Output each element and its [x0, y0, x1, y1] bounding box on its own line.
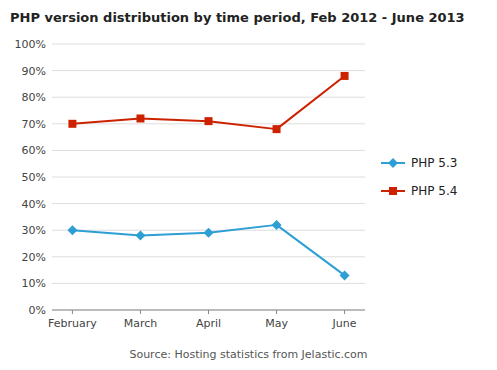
legend-symbol — [389, 187, 397, 195]
y-tick-label: 20% — [22, 251, 46, 264]
x-tick — [140, 310, 141, 314]
grid-line — [52, 177, 365, 178]
plot-area — [67, 72, 349, 281]
y-tick-label: 50% — [22, 171, 46, 184]
point-marker — [67, 225, 77, 235]
chart: PHP version distribution by time period,… — [0, 0, 497, 370]
series — [67, 220, 349, 281]
point-marker — [205, 117, 213, 125]
x-tick-label: February — [48, 317, 97, 330]
grid-line — [52, 150, 365, 151]
x-tick-label: April — [196, 317, 221, 330]
grid-line — [52, 283, 365, 284]
grid-line — [52, 44, 365, 45]
point-marker — [68, 120, 76, 128]
y-tick-label: 80% — [22, 91, 46, 104]
legend-symbol — [388, 158, 398, 168]
title: PHP version distribution by time period,… — [10, 10, 465, 25]
annotation: Source: Hosting statistics from Jelastic… — [129, 348, 367, 361]
x-tick — [208, 310, 209, 314]
chart-container: PHP version distribution by time period,… — [0, 0, 497, 370]
y-tick-label: 30% — [22, 224, 46, 237]
x-tick-label: June — [332, 317, 357, 330]
grid — [52, 44, 365, 310]
y-tick-label: 60% — [22, 144, 46, 157]
legend-marker — [389, 187, 397, 195]
point-marker — [136, 114, 144, 122]
y-tick-label: 90% — [22, 65, 46, 78]
x-tick — [276, 310, 277, 314]
y-tick-label: 10% — [22, 277, 46, 290]
series-line — [72, 76, 344, 129]
y-tick-label: 100% — [15, 38, 46, 51]
legend-label: PHP 5.4 — [411, 184, 457, 198]
x-tick — [72, 310, 73, 314]
legend: PHP 5.3 PHP 5.4 — [381, 156, 457, 198]
series-line — [72, 225, 344, 276]
series — [68, 72, 348, 133]
point-marker — [341, 72, 349, 80]
point-marker — [272, 220, 282, 230]
y-tick-label: 40% — [22, 198, 46, 211]
point-marker — [340, 270, 350, 280]
point-marker — [204, 228, 214, 238]
point-marker — [135, 231, 145, 241]
point-marker — [273, 125, 281, 133]
grid-line — [52, 203, 365, 204]
x-tick-label: March — [124, 317, 158, 330]
y-tick-label: 0% — [29, 304, 46, 317]
grid-line — [52, 70, 365, 71]
legend-label: PHP 5.3 — [411, 156, 457, 170]
x-tick-label: May — [265, 317, 288, 330]
x-tick — [344, 310, 345, 314]
legend-marker — [388, 158, 398, 168]
y-tick-label: 70% — [22, 118, 46, 131]
